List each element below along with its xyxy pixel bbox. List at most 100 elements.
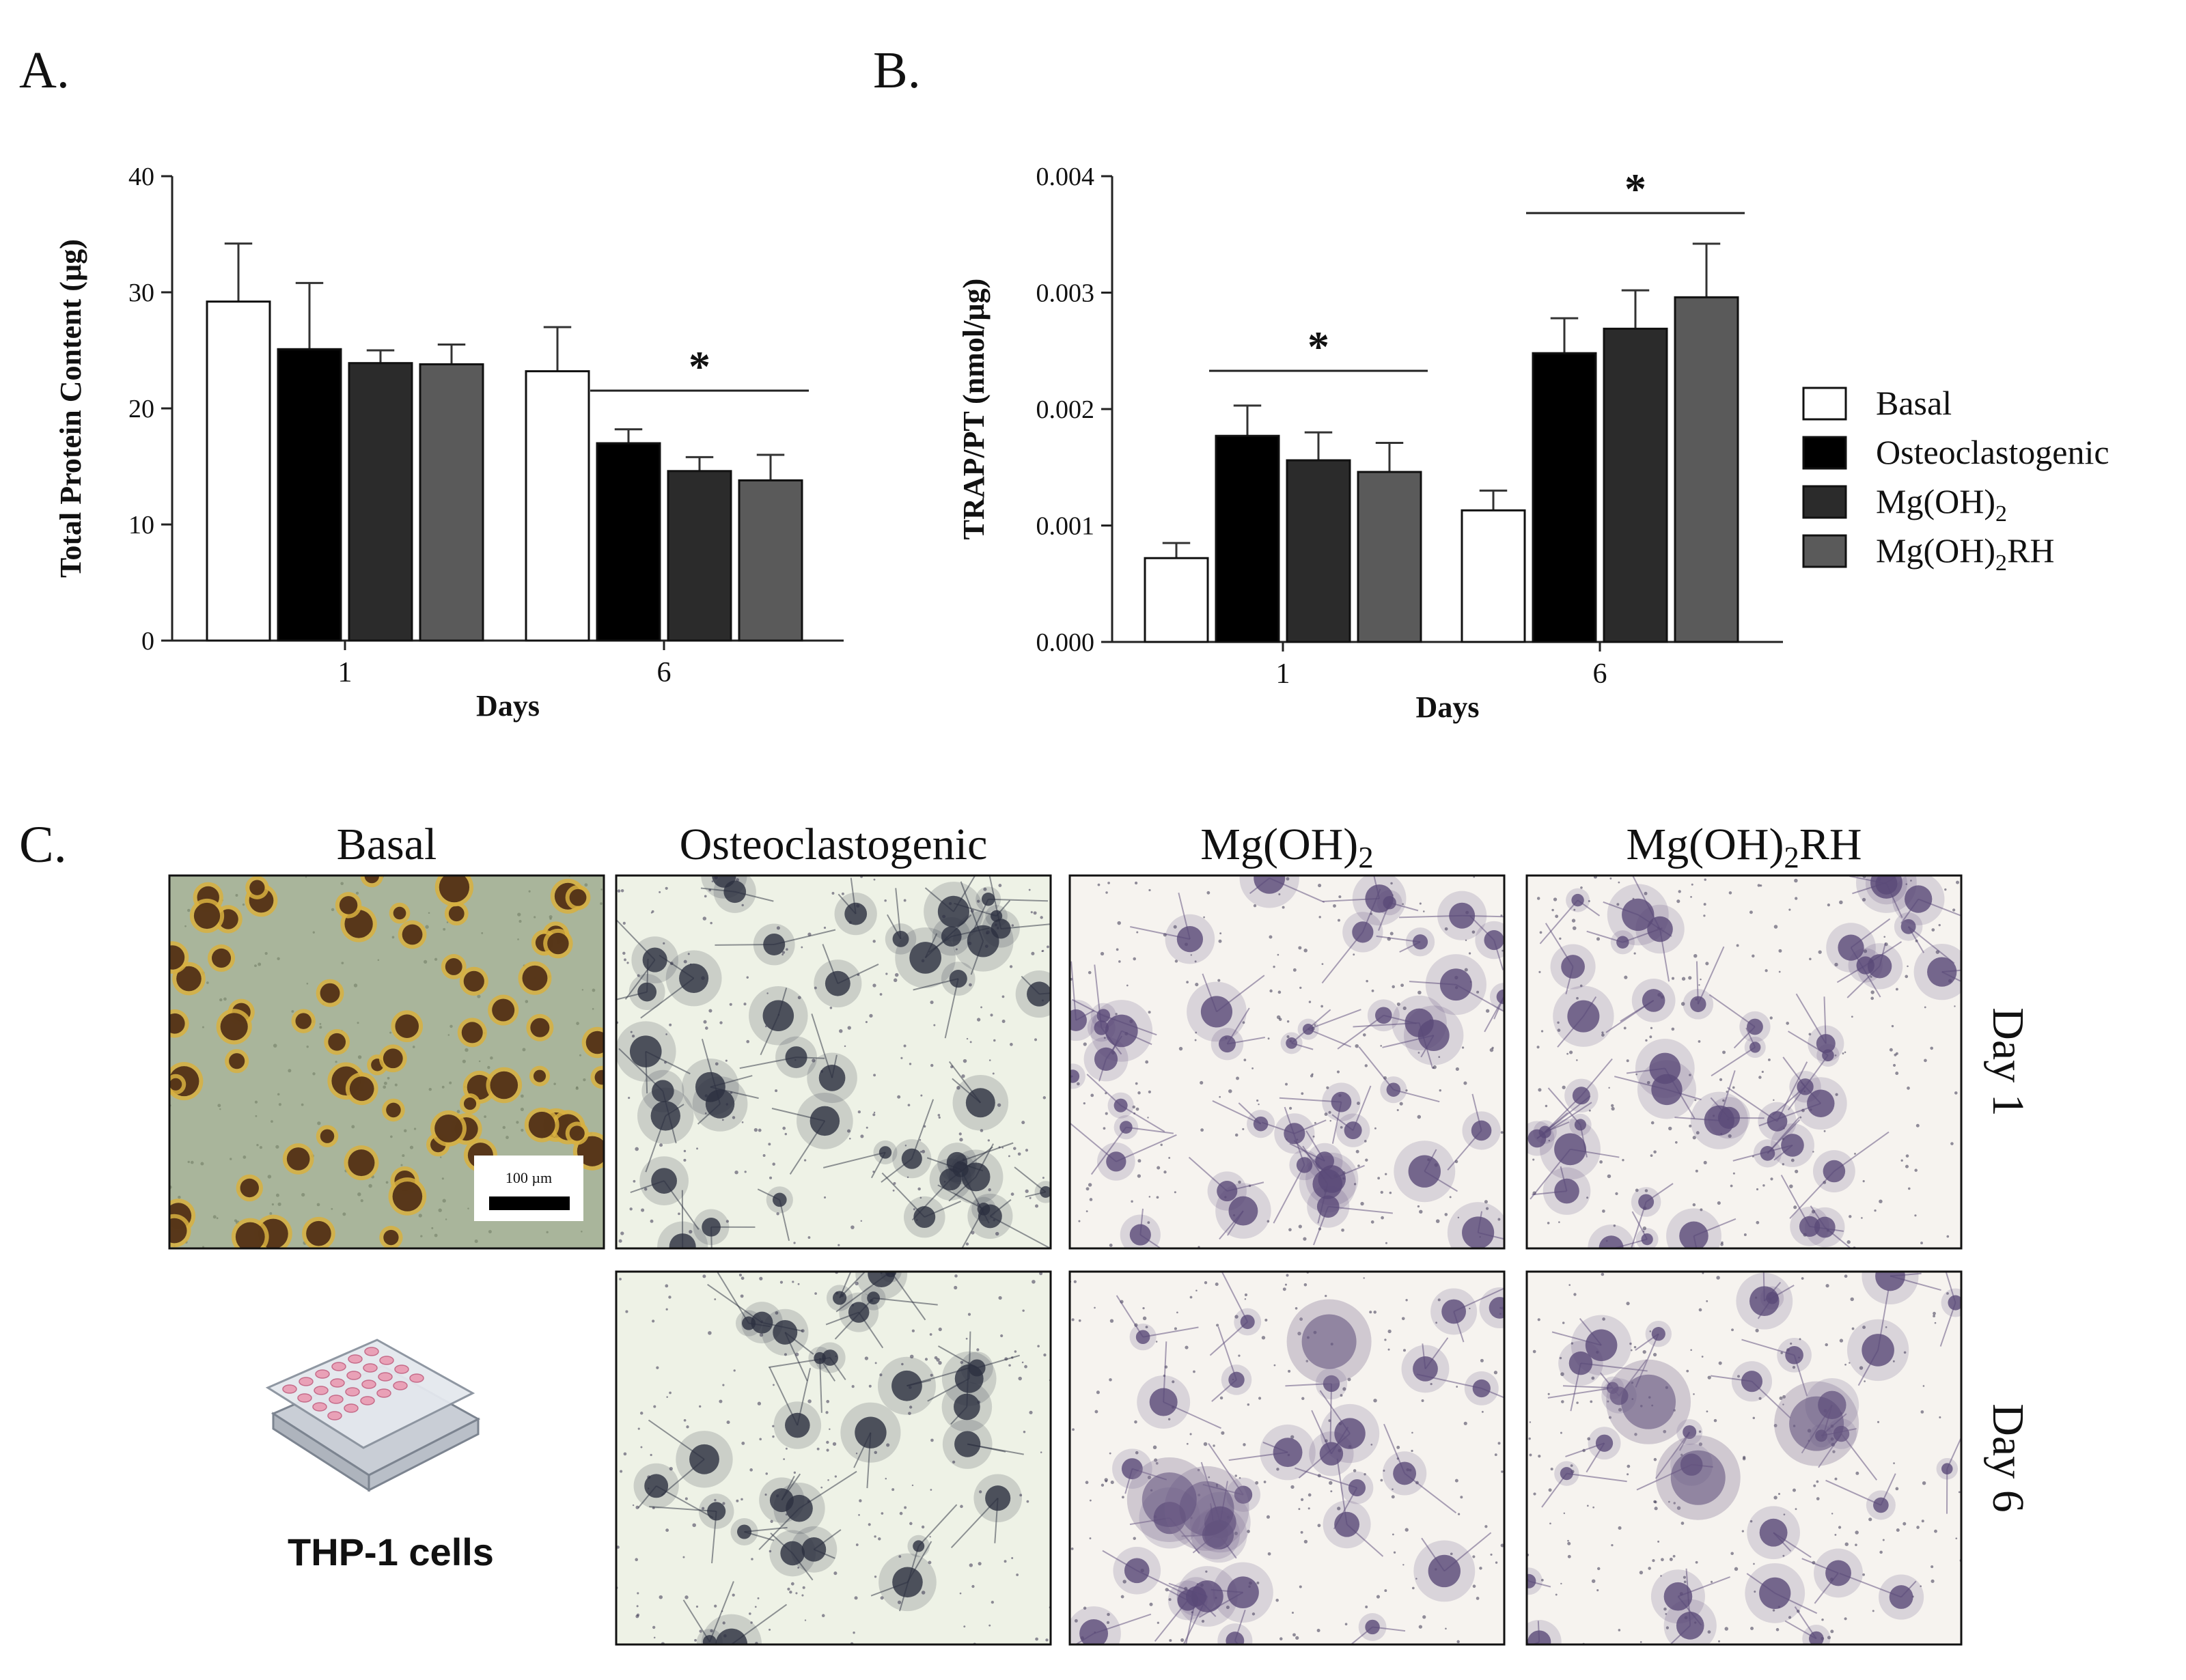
panel-b-letter: B. bbox=[873, 42, 921, 99]
speckle bbox=[1611, 1543, 1614, 1547]
multinucleated-core bbox=[1621, 1374, 1676, 1429]
speckle bbox=[1693, 1393, 1695, 1395]
speckle bbox=[1742, 1457, 1746, 1461]
cell bbox=[878, 1146, 892, 1159]
speckle bbox=[341, 962, 344, 965]
cell bbox=[1176, 926, 1204, 953]
speckle bbox=[1411, 1449, 1413, 1453]
speckle bbox=[911, 1329, 915, 1332]
cell bbox=[1567, 1000, 1600, 1033]
cells-label: THP-1 cells bbox=[288, 1530, 494, 1573]
speckle bbox=[1110, 1480, 1114, 1485]
speckle bbox=[714, 1604, 717, 1608]
speckle bbox=[1889, 1048, 1893, 1052]
speckle bbox=[1830, 1629, 1834, 1634]
speckle bbox=[254, 1100, 258, 1104]
speckle bbox=[1849, 1215, 1852, 1218]
speckle bbox=[841, 892, 844, 895]
cell-process bbox=[682, 1599, 710, 1642]
speckle bbox=[456, 1110, 460, 1113]
speckle bbox=[1290, 1435, 1295, 1439]
speckle bbox=[1094, 1410, 1098, 1414]
speckle bbox=[1750, 1626, 1754, 1630]
speckle bbox=[1870, 990, 1874, 994]
speckle bbox=[1142, 1316, 1147, 1321]
speckle bbox=[1147, 1117, 1149, 1119]
cell bbox=[1838, 934, 1864, 961]
speckle bbox=[1872, 1610, 1874, 1612]
speckle bbox=[1043, 1353, 1047, 1357]
speckle bbox=[1895, 1487, 1899, 1491]
speckle bbox=[907, 1176, 909, 1179]
speckle bbox=[637, 1592, 639, 1595]
speckle bbox=[1160, 1143, 1163, 1147]
cell bbox=[1121, 1458, 1143, 1480]
speckle bbox=[749, 1468, 753, 1472]
speckle bbox=[357, 1055, 362, 1059]
well bbox=[329, 1395, 344, 1404]
speckle bbox=[1688, 976, 1692, 980]
speckle bbox=[1234, 1133, 1239, 1137]
multinucleated-core bbox=[1789, 1396, 1844, 1451]
speckle bbox=[1025, 1189, 1029, 1193]
speckle bbox=[1316, 1629, 1320, 1632]
y-axis-title: TRAP/PT (nmol/µg) bbox=[957, 279, 991, 540]
speckle bbox=[1627, 1464, 1631, 1468]
speckle bbox=[1392, 1488, 1394, 1490]
cell bbox=[1027, 981, 1051, 1007]
speckle bbox=[983, 887, 987, 891]
speckle bbox=[1103, 1037, 1106, 1039]
cell bbox=[1472, 1379, 1491, 1398]
cell-process bbox=[839, 1272, 866, 1299]
cell bbox=[818, 1064, 846, 1091]
speckle bbox=[1618, 1408, 1622, 1412]
speckle bbox=[687, 953, 690, 955]
speckle bbox=[1550, 1468, 1553, 1471]
cell bbox=[712, 876, 736, 888]
cell bbox=[695, 1072, 725, 1102]
speckle bbox=[1844, 1051, 1846, 1054]
speckle bbox=[1244, 1293, 1248, 1297]
speckle bbox=[1365, 1606, 1368, 1608]
speckle bbox=[757, 1401, 762, 1405]
speckle bbox=[1292, 968, 1297, 972]
speckle bbox=[319, 1026, 322, 1029]
speckle bbox=[1494, 1453, 1497, 1457]
speckle bbox=[743, 1003, 747, 1006]
speckle bbox=[860, 1220, 863, 1222]
speckle bbox=[1773, 1099, 1775, 1102]
cell bbox=[1348, 1479, 1366, 1497]
cell bbox=[1352, 921, 1374, 943]
bar bbox=[1461, 509, 1526, 643]
speckle bbox=[1689, 1124, 1692, 1128]
speckle bbox=[317, 1121, 321, 1125]
plate-lid bbox=[265, 1339, 475, 1449]
y-tick-label: 0.003 bbox=[1036, 279, 1095, 308]
speckle bbox=[259, 1146, 262, 1149]
speckle bbox=[874, 1362, 877, 1364]
speckle bbox=[355, 891, 359, 895]
cell bbox=[1741, 1371, 1763, 1392]
cell-process bbox=[1142, 1326, 1199, 1338]
speckle bbox=[901, 1362, 904, 1366]
speckle bbox=[1384, 1589, 1387, 1593]
speckle bbox=[768, 1143, 771, 1146]
speckle bbox=[635, 1614, 639, 1619]
cell bbox=[1760, 1146, 1775, 1161]
speckle bbox=[1365, 1158, 1368, 1162]
speckle bbox=[1691, 883, 1693, 886]
cell-process bbox=[1776, 1061, 1808, 1122]
speckle bbox=[1133, 1537, 1136, 1540]
cell bbox=[1641, 1233, 1653, 1246]
speckle bbox=[874, 1451, 878, 1455]
speckle bbox=[1777, 1492, 1781, 1496]
speckle bbox=[1626, 1059, 1629, 1063]
speckle bbox=[919, 1196, 922, 1199]
speckle bbox=[1189, 1433, 1192, 1436]
speckle bbox=[484, 1115, 486, 1118]
speckle bbox=[1021, 1121, 1025, 1125]
cell-process bbox=[898, 1545, 919, 1612]
speckle bbox=[1185, 1345, 1189, 1349]
column-title-main: Mg(OH) bbox=[1626, 820, 1784, 869]
